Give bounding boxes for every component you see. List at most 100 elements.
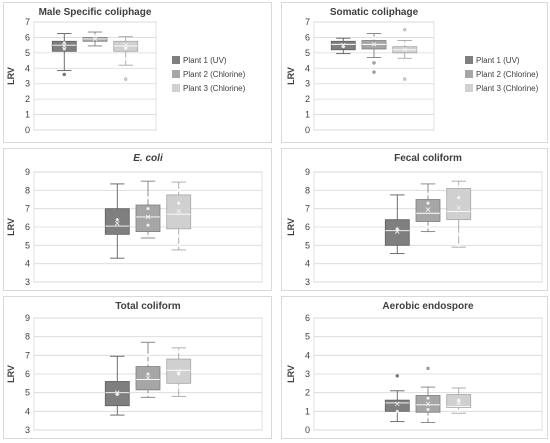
data-point: [372, 36, 376, 40]
data-point: [177, 201, 181, 205]
chart-title: Fecal coliform: [394, 153, 462, 164]
mean-marker: [176, 368, 182, 374]
y-tick-label: 7: [25, 204, 30, 214]
data-point: [395, 227, 399, 231]
plot-area: [313, 317, 543, 431]
data-point: [62, 41, 66, 45]
mean-marker: [425, 207, 431, 212]
mean-marker: [402, 47, 408, 53]
legend: Plant 1 (UV) Plant 2 (Chlorine) Plant 3 (C…: [172, 56, 246, 93]
y-axis-label: LRV: [6, 67, 16, 85]
mean-marker: [456, 400, 462, 406]
y-tick-label: 8: [25, 185, 30, 195]
legend-entry: Plant 2 (Chlorine): [476, 70, 539, 79]
data-point: [62, 47, 66, 51]
box-2: [135, 180, 161, 239]
data-point: [146, 353, 150, 357]
y-tick-label: 9: [25, 167, 30, 177]
chart-panel-6: Aerobic endospore 0 1 2 3 4 5 6 LRV: [281, 296, 548, 439]
mean-marker: [145, 214, 151, 220]
data-point: [146, 234, 150, 238]
iqr-box: [104, 208, 130, 235]
y-tick-label: 4: [25, 406, 30, 416]
y-tick-label: 6: [305, 222, 310, 232]
data-point: [146, 372, 150, 376]
y-tick-label: 5: [305, 48, 310, 58]
y-tick-label: 5: [25, 48, 30, 58]
data-point: [124, 46, 128, 50]
chart-title: Total coliform: [115, 301, 180, 312]
y-tick-label: 2: [305, 388, 310, 398]
y-tick-label: 3: [305, 79, 310, 89]
outlier-point: [426, 366, 430, 371]
legend-swatch: [465, 56, 473, 64]
box-1: [330, 37, 356, 55]
data-point: [426, 201, 430, 205]
legend-swatch: [465, 70, 473, 78]
iqr-box: [446, 188, 472, 221]
y-tick-label: 4: [25, 259, 30, 269]
legend-swatch: [465, 84, 473, 92]
y-tick-label: 2: [305, 94, 310, 104]
y-tick-label: 9: [305, 167, 310, 177]
y-tick-label: 7: [305, 17, 310, 27]
y-tick-label: 4: [305, 63, 310, 73]
y-tick-label: 3: [305, 369, 310, 379]
data-point: [177, 385, 181, 389]
y-tick-label: 4: [305, 259, 310, 269]
data-point: [177, 188, 181, 192]
y-tick-label: 6: [25, 369, 30, 379]
outlier-point: [402, 77, 407, 81]
outlier-point: [372, 70, 376, 74]
y-axis-label: LRV: [286, 67, 296, 85]
box-1: [384, 194, 410, 255]
y-tick-label: 7: [305, 204, 310, 214]
panel-border: [3, 148, 272, 291]
y-tick-label: 6: [305, 313, 310, 323]
iqr-box: [384, 219, 410, 246]
data-point: [146, 223, 150, 227]
panel-border: [281, 296, 548, 439]
mean-marker: [176, 209, 182, 214]
mean-marker: [114, 221, 120, 226]
y-tick-label: 6: [25, 222, 30, 232]
y-tick-label: 6: [305, 32, 310, 42]
data-point: [457, 409, 461, 413]
box-2: [415, 366, 441, 423]
y-axis-label: LRV: [286, 365, 296, 383]
y-tick-label: 3: [25, 425, 30, 435]
plot-area: [33, 317, 263, 431]
box-3: [446, 180, 472, 248]
data-point: [426, 396, 430, 400]
outlier-point: [395, 374, 400, 378]
data-point: [146, 392, 150, 397]
mean-marker: [114, 390, 120, 395]
box-3: [166, 181, 192, 251]
chart-panel-3: E. coli 3 4 5 6 7 8 9 LRV: [3, 148, 272, 291]
y-axis-label: LRV: [286, 218, 296, 236]
data-point: [177, 372, 181, 376]
mean-marker: [61, 43, 67, 49]
y-axis-label: LRV: [6, 365, 16, 383]
panel-border: [281, 2, 548, 143]
y-tick-label: 3: [25, 277, 30, 287]
data-point: [146, 361, 150, 365]
data-point: [457, 185, 461, 189]
y-tick-label: 1: [305, 110, 310, 120]
chart-panel-5: Total coliform 3 4 5 6 7 8 9 LRV: [3, 296, 272, 439]
y-tick-label: 1: [25, 110, 30, 120]
mean-marker: [456, 205, 462, 211]
y-tick-label: 0: [25, 125, 30, 135]
mean-marker: [340, 42, 346, 48]
outlier-point: [372, 61, 376, 65]
box-2: [82, 31, 108, 47]
data-point: [457, 232, 461, 236]
y-tick-label: 1: [305, 406, 310, 416]
y-tick-label: 6: [25, 32, 30, 42]
outlier-point: [402, 27, 407, 32]
y-tick-label: 0: [305, 125, 310, 135]
outlier-point: [62, 72, 67, 77]
y-tick-label: 9: [25, 313, 30, 323]
data-point: [146, 207, 150, 211]
mean-marker: [145, 375, 151, 381]
